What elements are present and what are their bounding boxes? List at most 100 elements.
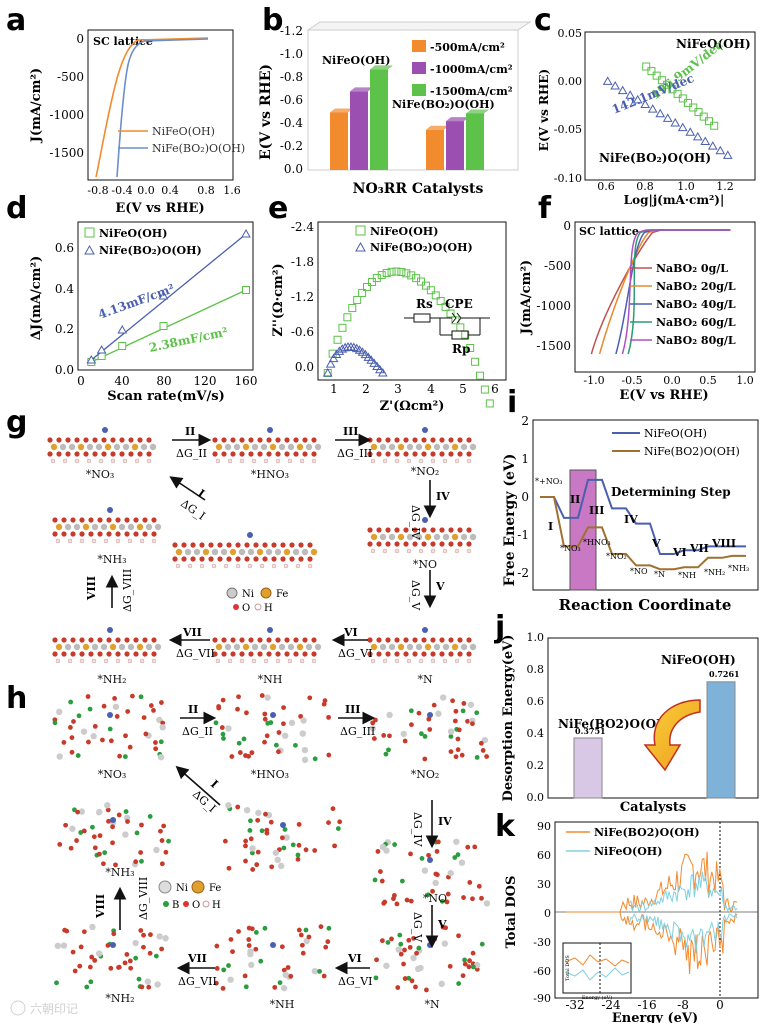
atom bbox=[106, 651, 112, 657]
atom bbox=[298, 556, 304, 562]
atom bbox=[288, 719, 296, 727]
atom bbox=[281, 845, 287, 851]
y-ticks: 0.0 -0.2 -0.4 -0.6 -0.8 -1.0 -1.2 bbox=[280, 24, 304, 176]
adsorbate-atom bbox=[110, 817, 116, 823]
tick-label: -2.4 bbox=[291, 220, 315, 234]
atom bbox=[454, 458, 460, 464]
atom bbox=[146, 451, 152, 457]
atom bbox=[371, 736, 377, 741]
dg-label: ΔG_VI bbox=[338, 975, 373, 988]
atom bbox=[296, 842, 302, 848]
atom bbox=[454, 548, 460, 554]
atom bbox=[382, 658, 388, 664]
atom bbox=[247, 548, 255, 556]
tick-label: -1.8 bbox=[291, 255, 314, 269]
atom bbox=[306, 934, 312, 940]
species-label: *NH₃ bbox=[728, 564, 749, 573]
bar bbox=[330, 112, 348, 170]
x-axis-label: Reaction Coordinate bbox=[559, 596, 732, 614]
atom bbox=[89, 923, 96, 931]
species-label: *HNO₃ bbox=[583, 538, 611, 547]
bar bbox=[446, 121, 464, 170]
atom bbox=[456, 933, 461, 939]
atom bbox=[160, 720, 166, 726]
atom bbox=[138, 850, 144, 855]
atom bbox=[403, 541, 409, 547]
atom bbox=[88, 979, 94, 985]
tick-label: -90 bbox=[533, 992, 551, 1005]
transition-arrow-icon bbox=[643, 699, 701, 772]
legend-label: NaBO₂ 80g/L bbox=[656, 334, 736, 347]
atom bbox=[439, 451, 445, 457]
atom bbox=[301, 548, 309, 556]
atom bbox=[470, 721, 475, 727]
atom bbox=[138, 928, 144, 933]
dg-label: ΔG_VI bbox=[338, 647, 373, 660]
tick-label: 30 bbox=[537, 878, 551, 891]
atom bbox=[406, 643, 414, 651]
atom bbox=[460, 643, 468, 651]
atom bbox=[115, 538, 121, 544]
atom bbox=[302, 637, 308, 643]
panel-label-g: g bbox=[6, 405, 27, 440]
atom bbox=[448, 637, 454, 643]
y-axis-label: J(mA/cm²) bbox=[519, 260, 534, 335]
atom bbox=[438, 980, 445, 988]
atom bbox=[85, 694, 91, 699]
atom bbox=[193, 548, 201, 556]
species-label: *NO₂ bbox=[606, 552, 627, 561]
atom bbox=[86, 739, 91, 745]
atom bbox=[70, 949, 76, 955]
atom bbox=[285, 965, 291, 970]
atom bbox=[68, 443, 76, 451]
tick-label: 2 bbox=[521, 414, 529, 428]
atom bbox=[281, 705, 287, 711]
legend-label: O bbox=[242, 603, 250, 614]
series-line-nifeooh bbox=[95, 37, 209, 178]
atom bbox=[412, 451, 418, 457]
species-label: *NH bbox=[258, 673, 283, 686]
atom bbox=[98, 458, 104, 464]
tick-label: -0.8 bbox=[280, 70, 303, 84]
atom bbox=[275, 437, 281, 443]
panel-label-d: d bbox=[6, 191, 27, 226]
atom bbox=[415, 443, 423, 451]
tick-label: 60 bbox=[537, 849, 551, 862]
data-point bbox=[118, 342, 127, 350]
atom bbox=[242, 643, 250, 651]
cluster-structures bbox=[52, 693, 491, 993]
data-point bbox=[480, 385, 489, 394]
atom bbox=[409, 978, 415, 984]
adsorbate-atom bbox=[107, 712, 113, 718]
atom bbox=[462, 961, 468, 967]
legend-label: NiFe(BO₂)O(OH) bbox=[99, 244, 202, 257]
bar bbox=[350, 91, 368, 170]
fit-line bbox=[90, 233, 247, 361]
atom bbox=[279, 835, 285, 841]
dg-label: ΔG_IV bbox=[409, 505, 422, 541]
atom bbox=[243, 753, 248, 758]
atom bbox=[239, 637, 245, 643]
atom bbox=[418, 658, 424, 664]
atom bbox=[221, 451, 227, 457]
atom bbox=[401, 961, 406, 967]
tick-label: -1.2 bbox=[291, 290, 314, 304]
species-label: *NO bbox=[413, 558, 437, 571]
atom bbox=[265, 548, 273, 556]
data-point bbox=[402, 269, 411, 278]
atom bbox=[430, 888, 435, 894]
atom bbox=[70, 517, 76, 523]
atom bbox=[97, 517, 103, 523]
atom bbox=[386, 711, 393, 719]
atom bbox=[452, 855, 458, 860]
atom bbox=[441, 940, 449, 947]
tick-label: 0.2 bbox=[527, 759, 545, 772]
atom bbox=[136, 523, 144, 531]
atom bbox=[430, 637, 436, 643]
atom bbox=[392, 842, 398, 847]
atom bbox=[146, 437, 152, 443]
atom bbox=[56, 753, 63, 760]
atom bbox=[332, 843, 338, 849]
atom bbox=[311, 967, 319, 975]
atom bbox=[88, 531, 94, 537]
